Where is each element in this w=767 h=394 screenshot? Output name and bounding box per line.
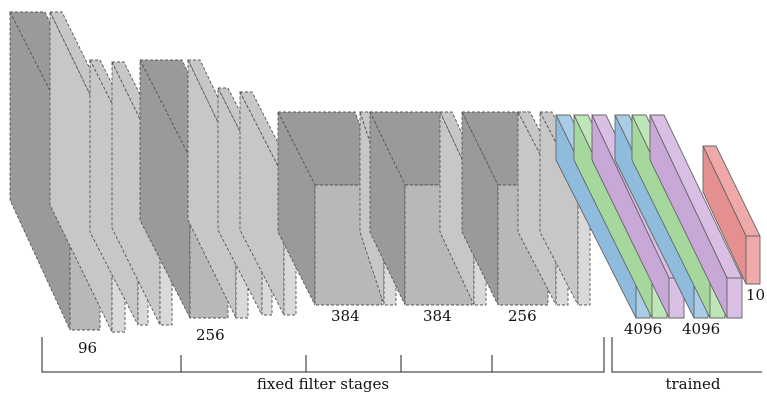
conv2-label: 256 [196,326,225,344]
fc7-label: 4096 [682,320,720,338]
conv5-label: 256 [508,307,537,325]
trained-label: trained [665,375,720,393]
conv2-thin-layers [187,59,297,319]
fc7-layers [614,114,743,319]
fc6-label: 4096 [624,320,662,338]
fixed-stages-label: fixed filter stages [257,375,389,393]
output-label: 10 [746,286,765,304]
conv3-label: 384 [331,307,360,325]
fixed-stages-bracket [41,337,605,373]
output-layer [702,145,761,285]
conv1-label: 96 [78,339,97,357]
conv4-block [369,111,487,306]
trained-bracket [611,337,762,373]
conv4-label: 384 [423,307,452,325]
